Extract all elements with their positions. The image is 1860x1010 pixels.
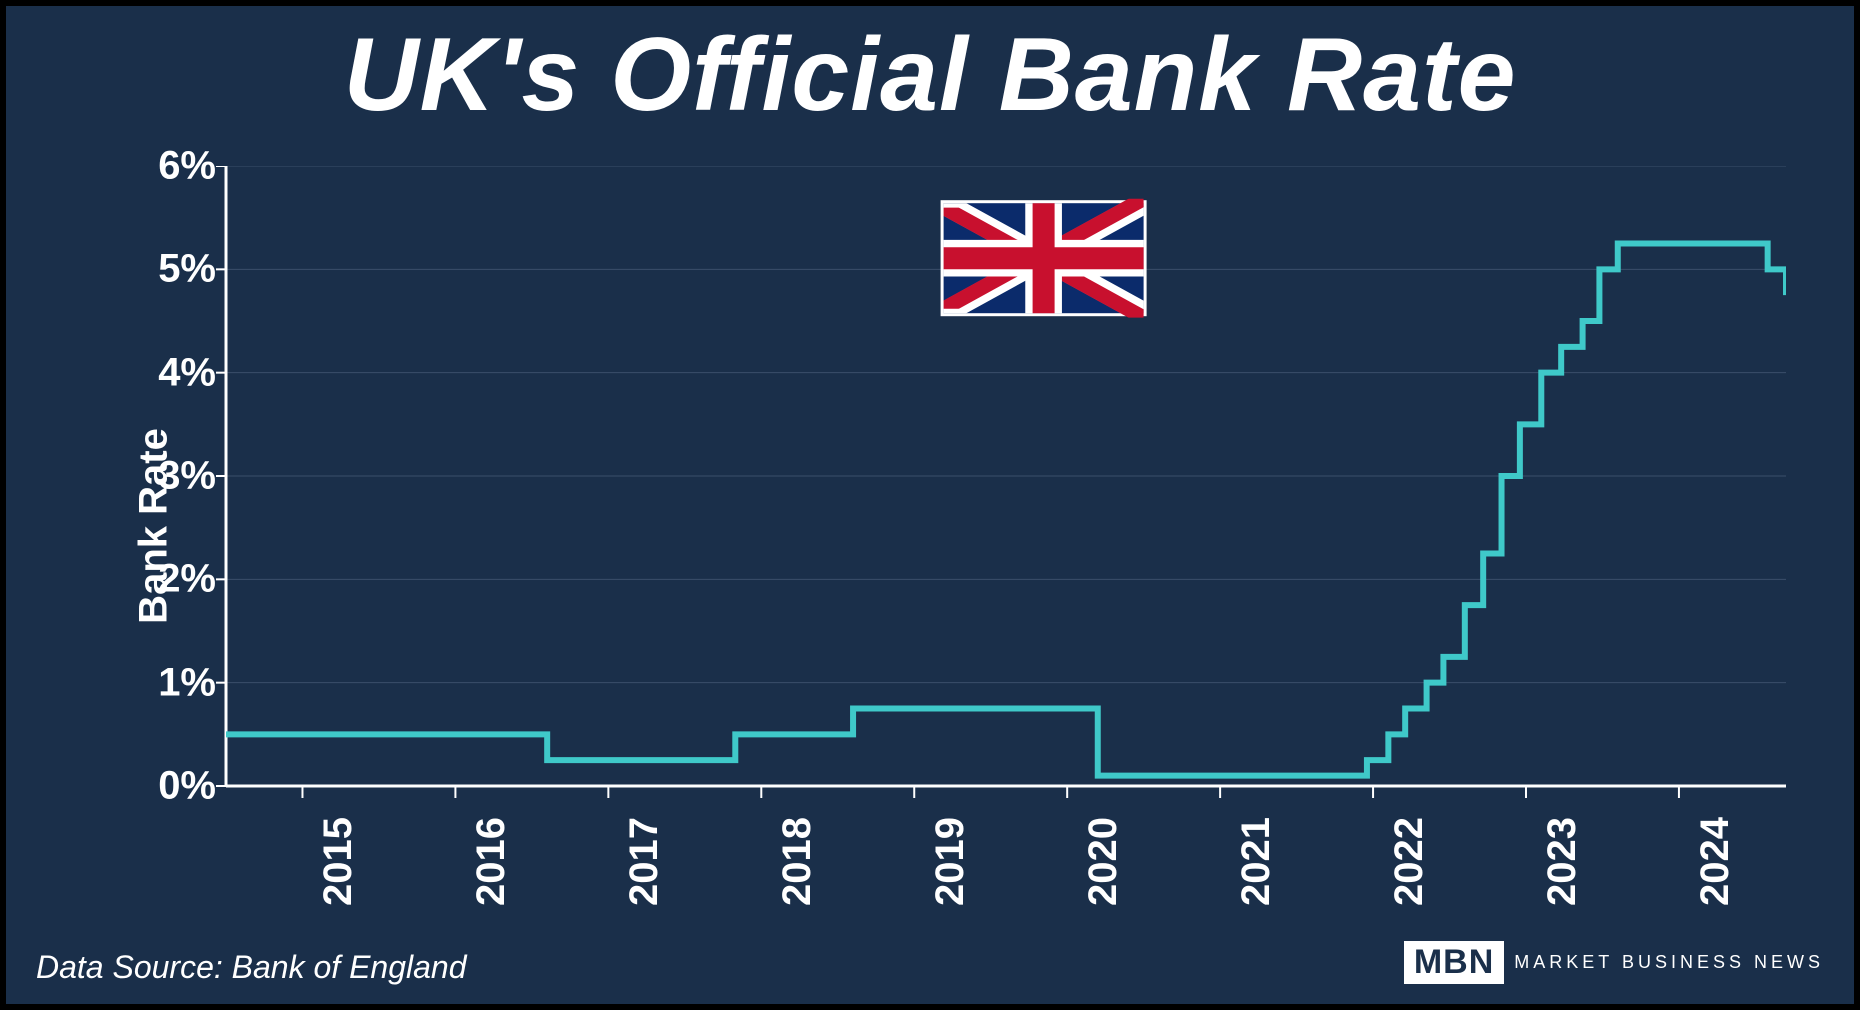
- x-tick-label: 2020: [1081, 817, 1126, 906]
- data-source-text: Data Source: Bank of England: [36, 949, 467, 986]
- x-tick-label: 2023: [1540, 817, 1585, 906]
- x-tick-label: 2016: [469, 817, 514, 906]
- y-tick-label: 2%: [126, 557, 216, 602]
- x-tick-label: 2024: [1693, 817, 1738, 906]
- y-tick-label: 1%: [126, 660, 216, 705]
- uk-flag-icon: [941, 199, 1147, 318]
- x-tick-label: 2019: [928, 817, 973, 906]
- x-tick-label: 2022: [1387, 817, 1432, 906]
- y-tick-label: 5%: [126, 247, 216, 292]
- y-tick-label: 3%: [126, 454, 216, 499]
- x-tick-label: 2017: [622, 817, 667, 906]
- chart-title: UK's Official Bank Rate: [6, 16, 1854, 135]
- x-tick-label: 2021: [1234, 817, 1279, 906]
- chart-frame: UK's Official Bank Rate Bank Rate 0%1%2%…: [0, 0, 1860, 1010]
- chart-area: Bank Rate 0%1%2%3%4%5%6%2015201620172018…: [126, 166, 1786, 886]
- y-tick-label: 0%: [126, 764, 216, 809]
- y-tick-label: 4%: [126, 350, 216, 395]
- x-tick-label: 2015: [316, 817, 361, 906]
- logo-initials: MBN: [1404, 941, 1504, 984]
- publisher-logo: MBN MARKET BUSINESS NEWS: [1404, 941, 1824, 984]
- y-tick-label: 6%: [126, 144, 216, 189]
- logo-subtitle: MARKET BUSINESS NEWS: [1514, 952, 1824, 973]
- x-tick-label: 2018: [775, 817, 820, 906]
